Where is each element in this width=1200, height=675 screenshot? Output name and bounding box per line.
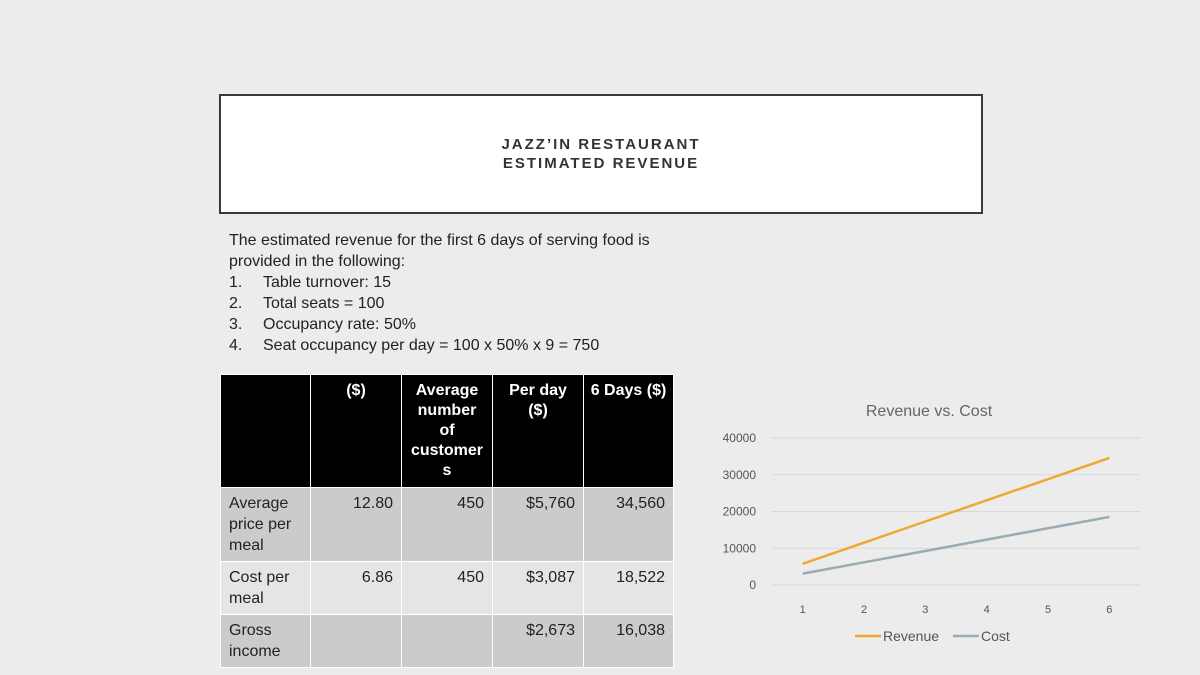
series-line-revenue bbox=[802, 456, 1110, 566]
x-tick-label: 6 bbox=[1106, 604, 1112, 616]
table-row: Cost per meal 6.86 450 $3,087 18,522 bbox=[220, 561, 674, 615]
table-cell: 34,560 bbox=[583, 487, 674, 562]
list-number: 4. bbox=[229, 337, 243, 354]
header-cell-avg-customers: Average number of customer s bbox=[401, 374, 493, 488]
y-tick-label: 40000 bbox=[723, 431, 757, 445]
legend-label: Revenue bbox=[883, 628, 939, 644]
title-line-1: JAZZ’IN RESTAURANT bbox=[501, 136, 701, 153]
list-text: Total seats = 100 bbox=[263, 295, 385, 312]
header-cell-blank bbox=[220, 374, 311, 488]
table-row: Gross income $2,673 16,038 bbox=[220, 614, 674, 668]
list-item: 3. Occupancy rate: 50% bbox=[229, 314, 699, 335]
list-text: Table turnover: 15 bbox=[263, 274, 392, 291]
title-box: JAZZ’IN RESTAURANT ESTIMATED REVENUE bbox=[219, 94, 983, 214]
list-text: Seat occupancy per day = 100 x 50% x 9 =… bbox=[263, 337, 600, 354]
table-cell: $5,760 bbox=[492, 487, 584, 562]
legend-label: Cost bbox=[981, 628, 1010, 644]
y-tick-label: 20000 bbox=[723, 505, 757, 519]
header-cell-price: ($) bbox=[310, 374, 402, 488]
x-tick-label: 2 bbox=[861, 604, 867, 616]
list-text: Occupancy rate: 50% bbox=[263, 316, 416, 333]
revenue-table: ($) Average number of customer s Per day… bbox=[220, 374, 674, 668]
intro-paragraph: The estimated revenue for the first 6 da… bbox=[229, 232, 650, 270]
row-label: Gross income bbox=[220, 614, 311, 668]
table-cell: $2,673 bbox=[492, 614, 584, 668]
table-cell: 450 bbox=[401, 561, 493, 615]
x-tick-label: 5 bbox=[1045, 604, 1051, 616]
revenue-cost-chart: Revenue vs. Cost 0 10000 20000 30000 40000 1 2… bbox=[700, 390, 1160, 660]
list-number: 1. bbox=[229, 274, 243, 291]
header-cell-6-days: 6 Days ($) bbox=[583, 374, 674, 488]
list-item: 2. Total seats = 100 bbox=[229, 293, 699, 314]
intro-text-block: The estimated revenue for the first 6 da… bbox=[229, 230, 699, 356]
row-label: Average price per meal bbox=[220, 487, 311, 562]
y-tick-label: 0 bbox=[749, 578, 756, 592]
y-tick-label: 10000 bbox=[723, 541, 757, 555]
list-number: 2. bbox=[229, 295, 243, 312]
x-tick-label: 1 bbox=[800, 604, 806, 616]
list-item: 4. Seat occupancy per day = 100 x 50% x 9… bbox=[229, 335, 699, 356]
table-cell: $3,087 bbox=[492, 561, 584, 615]
table-header-row: ($) Average number of customer s Per day… bbox=[220, 374, 674, 488]
table-cell bbox=[310, 614, 402, 668]
list-number: 3. bbox=[229, 316, 243, 333]
list-item: 1. Table turnover: 15 bbox=[229, 272, 699, 293]
table-row: Average price per meal 12.80 450 $5,760 … bbox=[220, 487, 674, 562]
table-cell: 6.86 bbox=[310, 561, 402, 615]
assumptions-list: 1. Table turnover: 15 2. Total seats = 100… bbox=[229, 272, 699, 356]
y-tick-label: 30000 bbox=[723, 468, 757, 482]
x-tick-label: 4 bbox=[984, 604, 990, 616]
table-cell: 16,038 bbox=[583, 614, 674, 668]
table-cell: 450 bbox=[401, 487, 493, 562]
series-line-cost bbox=[802, 515, 1110, 575]
title-line-2: ESTIMATED REVENUE bbox=[502, 155, 700, 172]
header-cell-per-day: Per day ($) bbox=[492, 374, 584, 488]
table-cell bbox=[401, 614, 493, 668]
table-cell: 18,522 bbox=[583, 561, 674, 615]
table-cell: 12.80 bbox=[310, 487, 402, 562]
chart-svg: Revenue vs. Cost 0 10000 20000 30000 40000 1 2… bbox=[723, 403, 1140, 644]
row-label: Cost per meal bbox=[220, 561, 311, 615]
chart-title: Revenue vs. Cost bbox=[866, 403, 993, 420]
x-tick-label: 3 bbox=[922, 604, 928, 616]
